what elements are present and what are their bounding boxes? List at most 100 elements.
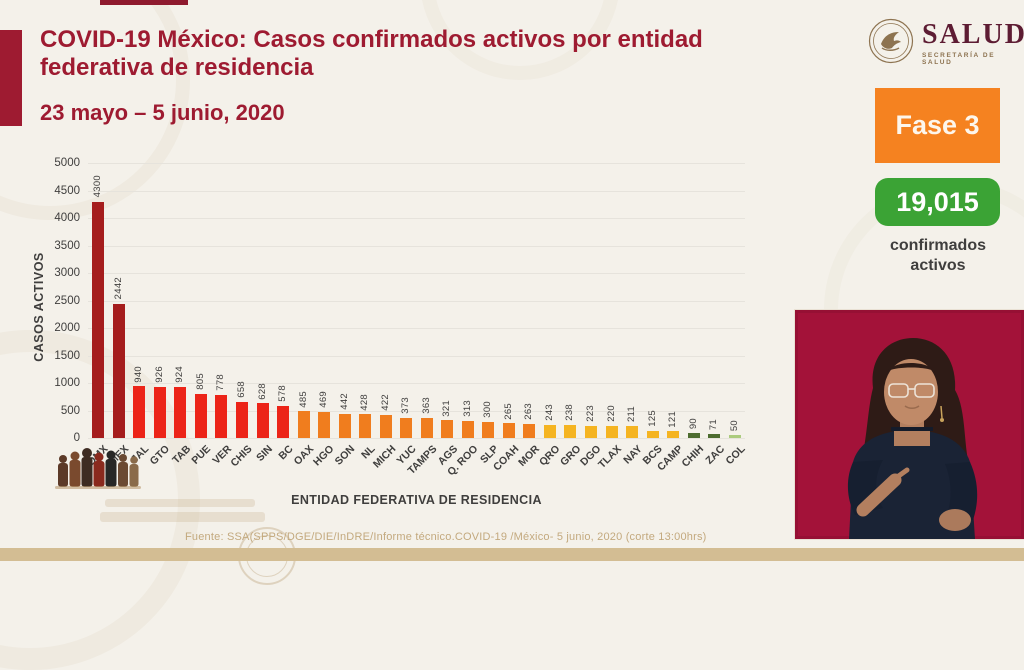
salud-wordmark: SALUD SECRETARÍA DE SALUD [922, 19, 1024, 67]
gridline [88, 190, 745, 192]
bar-value-label: 4300 [92, 175, 104, 198]
y-tick-label: 5000 [54, 157, 80, 169]
y-tick-label: 1000 [54, 377, 80, 389]
bar-SIN [256, 403, 269, 438]
top-decorative-strip [100, 0, 188, 5]
bar-QRO [543, 424, 556, 438]
x-tick-label: MICH [370, 443, 399, 471]
x-tick-label: ZAC [702, 443, 727, 467]
gridline [88, 245, 745, 247]
gridline [88, 410, 745, 412]
bar-AGS [441, 420, 454, 438]
source-citation: Fuente: SSA(SPPS/DGE/DIE/InDRE/Informe t… [185, 531, 707, 543]
x-tick-label: CHIH [679, 443, 707, 470]
bar-value-label: 313 [461, 400, 473, 417]
gridline [88, 273, 745, 274]
bar-JAL [133, 386, 146, 438]
x-tick-label: GRO [557, 443, 583, 469]
x-tick-label: SIN [254, 443, 276, 464]
bar-NL [359, 414, 372, 438]
y-tick-label: 3000 [54, 267, 80, 279]
bar-value-label: 442 [338, 392, 350, 410]
bar-value-label: 805 [194, 372, 206, 390]
bar-value-label: 778 [215, 374, 227, 392]
y-tick-label: 4500 [54, 184, 80, 197]
bar-value-label: 223 [585, 404, 597, 422]
active-cases-caption: confirmados activos [889, 237, 986, 274]
bar-GRO [564, 424, 577, 438]
gridline [88, 328, 745, 329]
bar-MOR [523, 423, 536, 438]
x-tick-label: SON [332, 443, 358, 468]
bar-BC [277, 406, 290, 438]
page-title: COVID-19 México: Casos confirmados activ… [40, 26, 703, 82]
bar-value-label: 238 [564, 404, 576, 421]
bar-chart: CASOS ACTIVOS 0 500 1000 1500 2000 2500 3000 35… [30, 155, 750, 515]
bar-MICH [379, 414, 392, 438]
bar-value-label: 658 [235, 381, 247, 398]
bar-CHIH [687, 433, 700, 438]
bar-COAH [502, 423, 515, 438]
x-tick-label: GTO [147, 443, 173, 468]
bar-value-label: 578 [277, 385, 289, 403]
gridline [88, 383, 745, 384]
y-tick-label: 3500 [54, 239, 80, 252]
bar-CDMX [92, 201, 105, 438]
bar-value-label: 363 [420, 397, 432, 415]
x-tick-label: TAB [169, 443, 193, 467]
y-tick-label: 2000 [54, 322, 80, 334]
bar-YUC [400, 417, 413, 438]
y-tick-label: 1500 [54, 349, 80, 362]
gridline [88, 300, 745, 302]
interpreter-illustration [795, 310, 1024, 539]
y-axis-label: CASOS ACTIVOS [31, 252, 46, 362]
salud-seal-icon [868, 18, 914, 69]
bar-value-label: 469 [318, 391, 330, 409]
phase-badge: Fase 3 [875, 88, 1000, 163]
bar-CAMP [667, 431, 680, 438]
bar-value-label: 90 [687, 417, 699, 430]
gobierno-watermark-text [100, 512, 265, 522]
x-tick-label: MOR [516, 443, 542, 469]
salud-name: SALUD [922, 19, 1024, 50]
bar-value-label: 321 [441, 399, 453, 417]
gridline [88, 163, 745, 164]
footer-bar [0, 548, 1024, 561]
bar-value-label: 121 [667, 410, 679, 428]
bar-COL [728, 435, 741, 438]
y-tick-label: 500 [60, 404, 80, 417]
bar-SLP [482, 421, 495, 438]
sign-language-interpreter-video [794, 309, 1024, 540]
y-tick-label: 2500 [54, 294, 80, 307]
gridline [88, 218, 745, 219]
bar-MEX [112, 303, 125, 438]
bar-NAY [626, 426, 639, 438]
gridline [88, 355, 745, 357]
bar-TAMPS [420, 418, 433, 438]
x-tick-label: TLAX [596, 443, 625, 471]
bar-value-label: 220 [605, 405, 617, 422]
y-tick-label: 4000 [54, 212, 80, 224]
bar-Q. ROO [461, 420, 474, 438]
bar-CHIS [235, 401, 248, 438]
bar-value-label: 211 [626, 406, 638, 423]
bar-value-label: 422 [379, 394, 391, 411]
x-tick-label: QRO [537, 443, 563, 469]
active-cases-badge: 19,015 [875, 178, 1000, 226]
bar-value-label: 428 [359, 393, 371, 411]
x-axis-label: ENTIDAD FEDERATIVA DE RESIDENCIA [291, 493, 542, 507]
bar-ZAC [708, 434, 721, 438]
bar-value-label: 924 [174, 366, 186, 384]
x-tick-label: COL [723, 443, 748, 468]
bar-value-label: 71 [708, 418, 720, 431]
y-tick-label: 0 [73, 432, 80, 444]
bar-HGO [318, 412, 331, 438]
date-range: 23 mayo – 5 junio, 2020 [40, 100, 285, 125]
bar-value-label: 485 [297, 390, 309, 408]
title-accent-bar [0, 30, 22, 126]
historical-figures-graphic [55, 443, 141, 496]
bar-value-label: 2442 [112, 277, 124, 300]
x-tick-label: PUE [189, 443, 214, 467]
bar-TLAX [605, 425, 618, 438]
bar-GTO [153, 387, 166, 438]
